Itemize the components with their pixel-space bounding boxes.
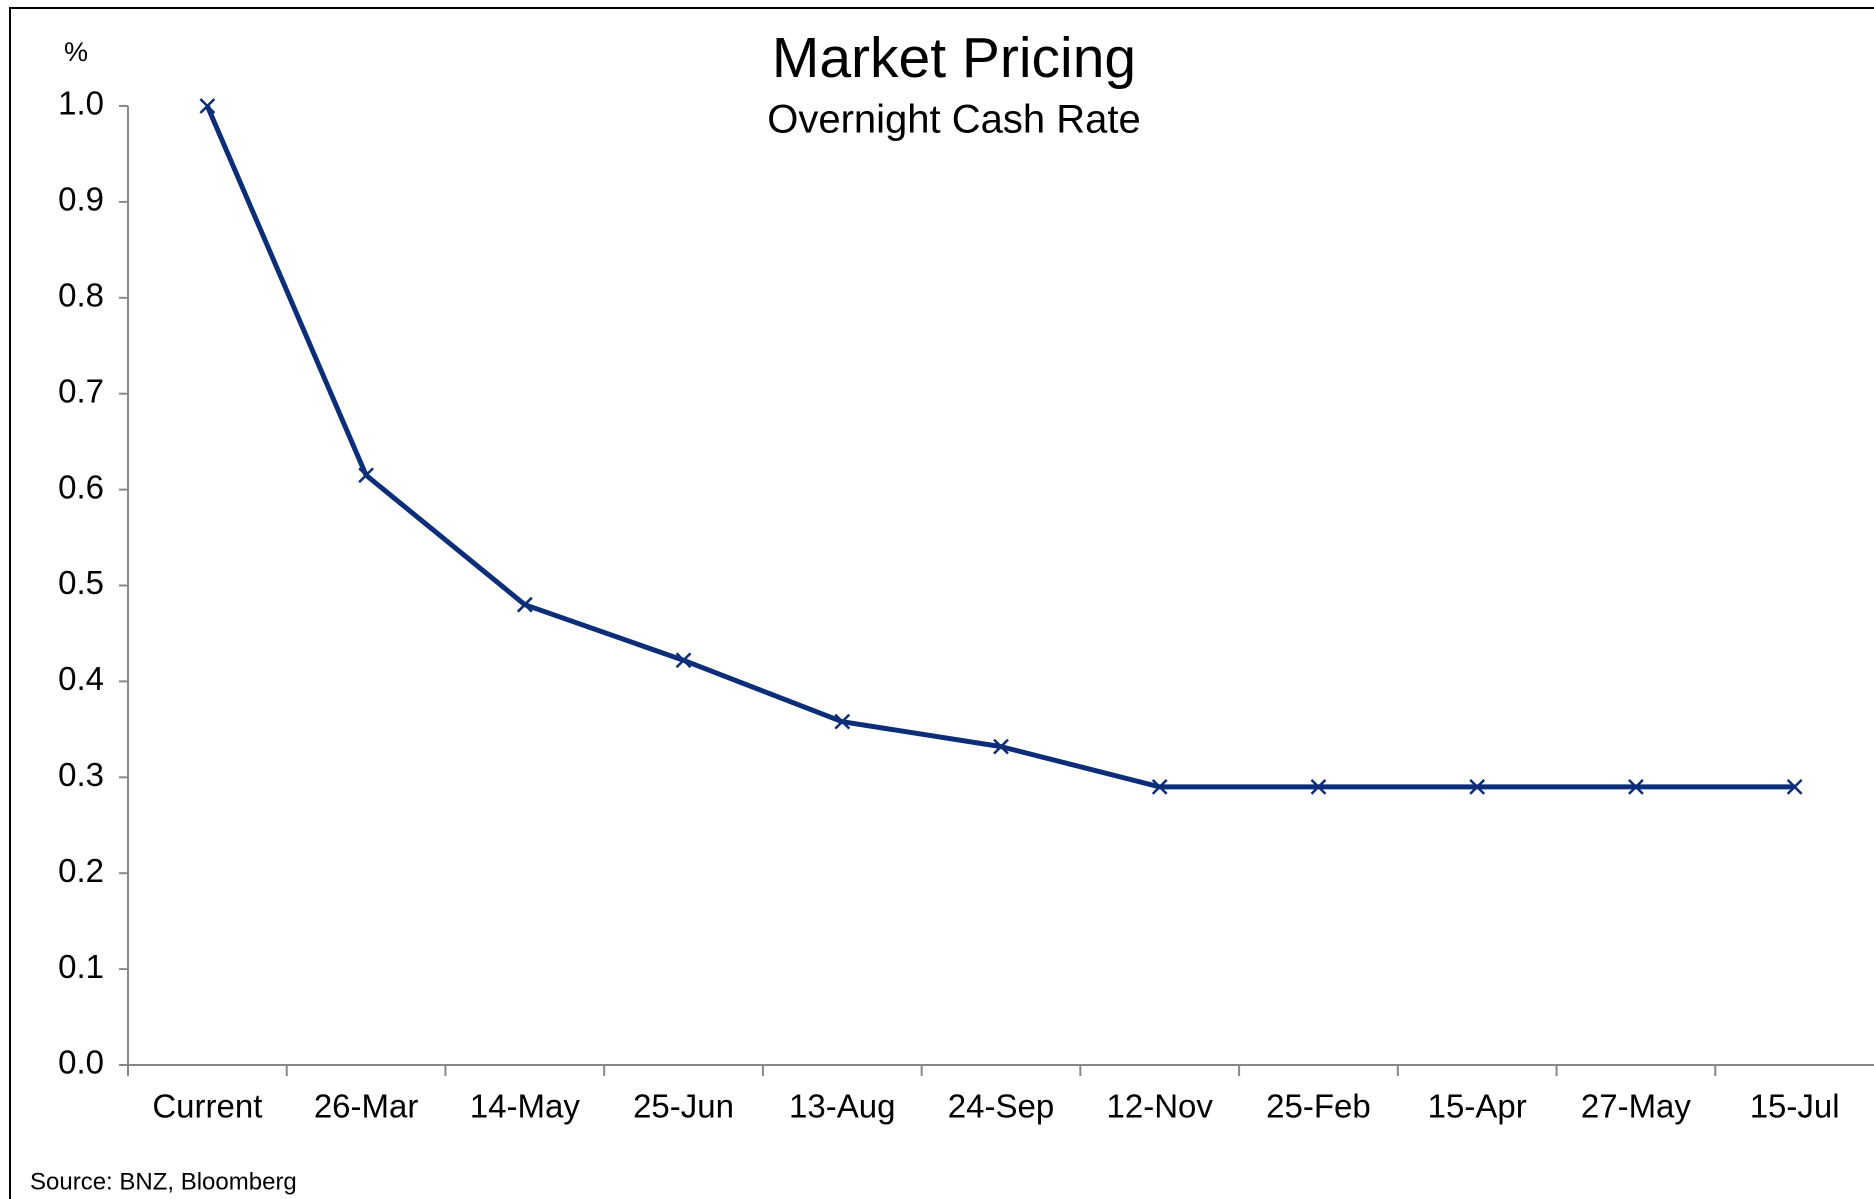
y-tick-label: 0.4 bbox=[58, 660, 104, 697]
point-marker bbox=[1151, 779, 1168, 795]
x-tick-label: 25-Feb bbox=[1266, 1088, 1371, 1125]
x-tick-label: 26-Mar bbox=[314, 1088, 419, 1125]
y-tick-label: 0.1 bbox=[58, 948, 104, 985]
x-tick-label: 15-Apr bbox=[1428, 1088, 1527, 1125]
y-tick-label: 0.2 bbox=[58, 852, 104, 889]
y-tick-label: 0.5 bbox=[58, 564, 104, 601]
x-tick-label: 15-Jul bbox=[1750, 1088, 1840, 1125]
x-tick-label: 12-Nov bbox=[1107, 1088, 1214, 1125]
y-tick-label: 0.8 bbox=[58, 277, 104, 314]
point-marker bbox=[1628, 779, 1644, 795]
point-marker bbox=[993, 738, 1009, 755]
point-marker bbox=[1469, 779, 1486, 795]
source-note: Source: BNZ, Bloomberg bbox=[30, 1168, 297, 1195]
point-marker bbox=[834, 713, 851, 730]
series-line bbox=[205, 105, 1795, 790]
y-tick-label: 0.0 bbox=[58, 1044, 104, 1081]
y-tick-label: 1.0 bbox=[58, 85, 104, 122]
y-tick-label: 0.9 bbox=[58, 181, 104, 218]
chart-subtitle: Overnight Cash Rate bbox=[767, 98, 1141, 142]
y-tick-label: 0.7 bbox=[58, 372, 104, 409]
point-marker bbox=[1786, 779, 1803, 795]
y-axis-label: % bbox=[64, 37, 88, 67]
x-tick-label: 25-Jun bbox=[633, 1088, 734, 1125]
chart-border bbox=[9, 7, 1874, 1199]
point-marker bbox=[675, 652, 692, 669]
y-tick-label: 0.3 bbox=[58, 756, 104, 793]
x-tick-label: 13-Aug bbox=[789, 1088, 895, 1125]
point-marker bbox=[358, 467, 374, 484]
point-marker bbox=[1310, 779, 1327, 795]
x-tick-label: 27-May bbox=[1581, 1088, 1692, 1125]
x-tick-label: 14-May bbox=[470, 1088, 581, 1125]
x-tick-label: Current bbox=[152, 1088, 262, 1125]
chart-title: Market Pricing bbox=[772, 26, 1136, 90]
y-tick-label: 0.6 bbox=[58, 468, 104, 505]
point-marker bbox=[199, 98, 216, 114]
x-tick-label: 24-Sep bbox=[948, 1088, 1054, 1125]
point-marker bbox=[516, 596, 533, 613]
